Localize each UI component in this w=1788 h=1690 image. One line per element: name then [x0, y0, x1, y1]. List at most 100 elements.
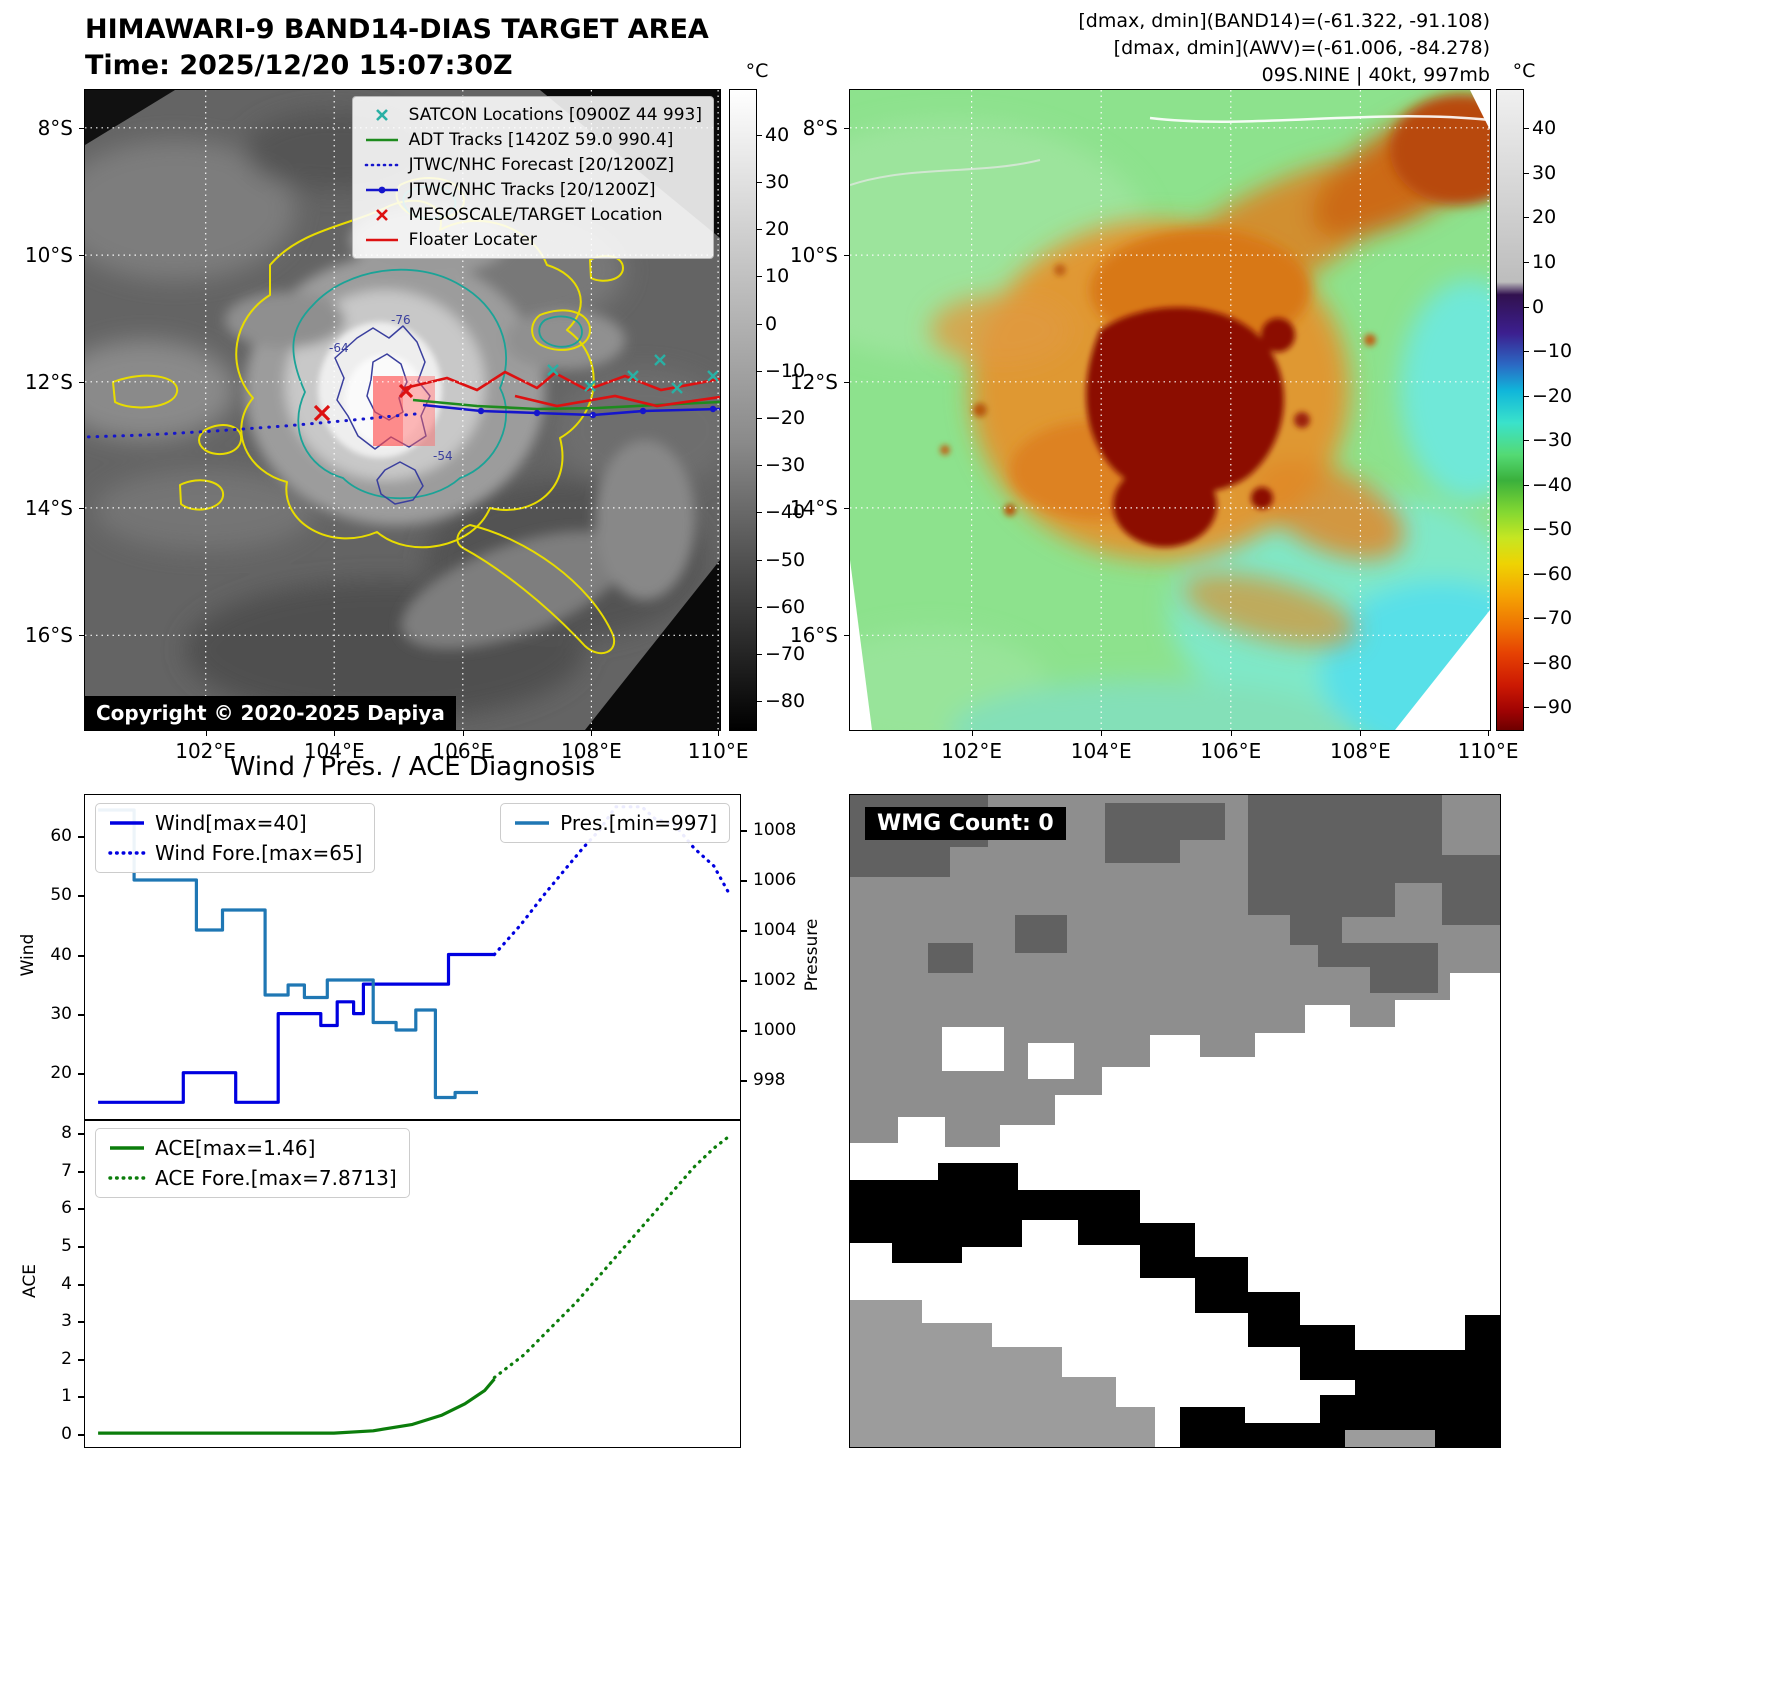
- diagnosis-title: Wind / Pres. / ACE Diagnosis: [229, 752, 596, 782]
- awv-satellite-image: [850, 90, 1490, 730]
- legend-label: Wind Fore.[max=65]: [155, 841, 363, 865]
- x-tick-mark: [718, 730, 720, 736]
- colorbar-tick-mark: [1523, 262, 1529, 264]
- y2-tick-mark: [740, 1080, 747, 1082]
- contour-label: -54: [433, 449, 453, 463]
- y2-tick-label: 998: [753, 1070, 786, 1090]
- y-tick-label: 4: [61, 1273, 72, 1294]
- awv-gridlines: [850, 90, 1490, 730]
- chart-legend: Wind[max=40] Wind Fore.[max=65]: [95, 803, 376, 873]
- legend-label: ADT Tracks [1420Z 59.0 990.4]: [408, 130, 674, 150]
- jtwc-track-line: [422, 403, 720, 417]
- legend-item-line: Floater Locater: [364, 230, 702, 250]
- header-dmax-band14: [dmax, dmin](BAND14)=(-61.322, -91.108): [1078, 10, 1490, 32]
- coastline-top: [1149, 115, 1490, 123]
- y-tick-label: 60: [50, 826, 72, 847]
- ace-chart: 0 1 2 3 4 5 6 7 8 ACE[max=1.46] ACE Fore.[max=7.87…: [61, 1119, 741, 1448]
- y-tick-label: 10°S: [789, 243, 838, 268]
- colorbar-unit-label: °C: [745, 60, 769, 82]
- y-tick-label: 14°S: [24, 495, 73, 520]
- colorbar-tick-mark: [756, 418, 762, 419]
- scan-edge-topleft: [85, 90, 175, 145]
- y-tick-mark: [844, 255, 850, 257]
- wmg-gray-bottomleft: [850, 1300, 1155, 1447]
- wmg-image: [850, 795, 1500, 1447]
- legend-label: Floater Locater: [408, 230, 537, 250]
- wind-pressure-chart: 20 30 40 50 60 998 1000 1002 1004 1006 1008 Wind[ma…: [50, 794, 796, 1121]
- y2-tick-label: 1006: [753, 870, 797, 890]
- y-tick-label: 8°S: [37, 115, 73, 140]
- legend-item: Pres.[min=997]: [513, 811, 717, 835]
- colorbar-tick-mark: [756, 701, 762, 703]
- copyright-badge: Copyright © 2020-2025 Dapiya: [85, 696, 456, 730]
- y-tick-label: 16°S: [24, 623, 73, 648]
- header-dmax-awv: [dmax, dmin](AWV)=(-61.006, -84.278): [1113, 36, 1490, 59]
- series-Pres.[min=997]: [98, 808, 478, 1100]
- y-tick-mark: [79, 255, 85, 257]
- colorbar-tick-mark: [756, 606, 762, 608]
- x-tick-label: 106°E: [432, 739, 494, 763]
- colorbar-tick-mark: [1523, 662, 1529, 664]
- colorbar-tick-label: 40: [765, 123, 790, 146]
- y-tick-mark: [78, 954, 85, 957]
- colorbar-tick-mark: [1523, 172, 1529, 174]
- series-ACE[max=1.46]: [98, 1377, 496, 1435]
- colorbar-tick-label: 0: [765, 312, 778, 335]
- y2-tick-label: 1004: [753, 920, 797, 940]
- y-tick-mark: [78, 1013, 85, 1016]
- contours-navy: [334, 325, 431, 505]
- scan-edge-bottomright: [585, 560, 720, 730]
- legend-label: Wind[max=40]: [155, 811, 307, 835]
- legend-line-sample-icon: [110, 821, 144, 825]
- colorbar-tick-mark: [1523, 440, 1529, 442]
- colorbar-tick-mark: [756, 654, 762, 655]
- x-tick-mark: [334, 730, 336, 736]
- y-tick-mark: [79, 635, 85, 637]
- colorbar-tick-label: 0: [1532, 295, 1545, 318]
- colorbar-gradient: [729, 89, 757, 731]
- colorbar-tick-label: −50: [765, 548, 806, 571]
- colorbar-tick-mark: [1523, 529, 1529, 531]
- colorbar-tick-label: 30: [765, 171, 790, 193]
- y-tick-label: 3: [61, 1311, 72, 1332]
- awv-coldest-core: [1086, 307, 1310, 547]
- awv-scan-edge-tr: [1470, 90, 1490, 130]
- x-tick-mark: [971, 730, 973, 736]
- y-tick-mark: [78, 1170, 85, 1173]
- y-tick-mark: [78, 1283, 85, 1286]
- colorbar-tick-label: 20: [1532, 206, 1557, 229]
- wmg-black-bottomright: [1180, 1315, 1500, 1447]
- x-tick-mark: [205, 730, 207, 736]
- legend-item-x: MESOSCALE/TARGET Location: [364, 205, 702, 225]
- y-tick-label: 5: [61, 1235, 72, 1256]
- y-tick-label: 8: [61, 1123, 72, 1144]
- target-area-box: [373, 376, 435, 446]
- legend-label: ACE[max=1.46]: [155, 1136, 316, 1160]
- colorbar-tick-label: −70: [1532, 607, 1573, 630]
- x-tick-label: 102°E: [175, 739, 237, 763]
- chart-legend: ACE[max=1.46] ACE Fore.[max=7.8713]: [95, 1128, 410, 1198]
- colorbar-tick-mark: [756, 323, 762, 325]
- legend-item: Wind[max=40]: [108, 811, 362, 835]
- awv-scan-edge-br: [1395, 610, 1490, 730]
- legend-item-dotted: JTWC/NHC Forecast [20/1200Z]: [364, 155, 702, 175]
- y-tick-mark: [844, 381, 850, 383]
- colorbar-tick-mark: [1523, 707, 1529, 709]
- colorbar-tick-label: −60: [1532, 562, 1573, 585]
- x-tick-mark: [591, 730, 593, 736]
- wmg-black-left-mass: [850, 1163, 1078, 1263]
- colorbar-tick-label: −20: [765, 407, 806, 429]
- colorbar-tick-mark: [756, 182, 762, 183]
- x-tick-label: 102°E: [941, 739, 1002, 763]
- colorbar-gradient: [1496, 89, 1524, 731]
- colorbar-tick-mark: [1523, 573, 1529, 575]
- colorbar-tick-mark: [1523, 306, 1529, 308]
- x-tick-label: 110°E: [687, 739, 749, 763]
- y-tick-mark: [78, 1245, 85, 1248]
- y-tick-label: 40: [50, 944, 72, 965]
- colorbar-tick-mark: [1523, 395, 1529, 397]
- awv-map-panel: 102°E 104°E 106°E 108°E 110°E 8°S 10°S 12°S 14°S…: [790, 89, 1518, 763]
- legend-item: ACE[max=1.46]: [108, 1136, 397, 1160]
- y-tick-mark: [844, 635, 850, 637]
- y-tick-mark: [79, 381, 85, 383]
